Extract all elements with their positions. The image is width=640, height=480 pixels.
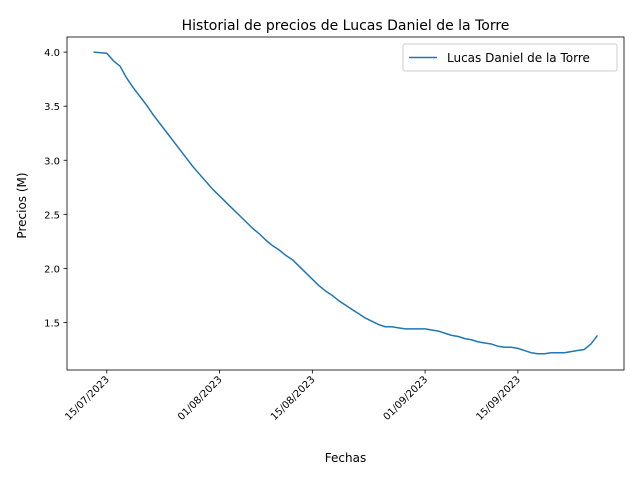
y-tick-label: 4.0 <box>44 48 60 59</box>
x-axis: 15/07/2023 01/08/2023 15/08/2023 01/09/2023… <box>63 370 523 423</box>
x-tick-label: 15/09/2023 <box>474 374 523 423</box>
y-tick-label: 2.0 <box>44 264 60 275</box>
x-tick-label: 01/09/2023 <box>382 374 431 423</box>
x-tick-label: 15/08/2023 <box>269 374 318 423</box>
plot-frame <box>66 36 625 371</box>
y-tick-label: 3.0 <box>44 156 60 167</box>
y-tick-label: 1.5 <box>44 318 60 329</box>
y-axis-label: Precios (M) <box>15 172 29 238</box>
x-tick-label: 15/07/2023 <box>63 374 112 423</box>
x-axis-label: Fechas <box>325 451 366 465</box>
legend-label: Lucas Daniel de la Torre <box>447 51 590 65</box>
x-tick-label: 01/08/2023 <box>176 374 225 423</box>
y-axis: 1.5 2.0 2.5 3.0 3.5 4.0 <box>44 48 67 329</box>
y-tick-label: 2.5 <box>44 210 60 221</box>
legend-box <box>402 43 618 72</box>
y-tick-label: 3.5 <box>44 102 60 113</box>
legend: Lucas Daniel de la Torre <box>402 43 618 72</box>
series-line-0 <box>93 51 599 355</box>
plot-area <box>93 51 599 355</box>
chart-title: Historial de precios de Lucas Daniel de … <box>182 18 510 34</box>
